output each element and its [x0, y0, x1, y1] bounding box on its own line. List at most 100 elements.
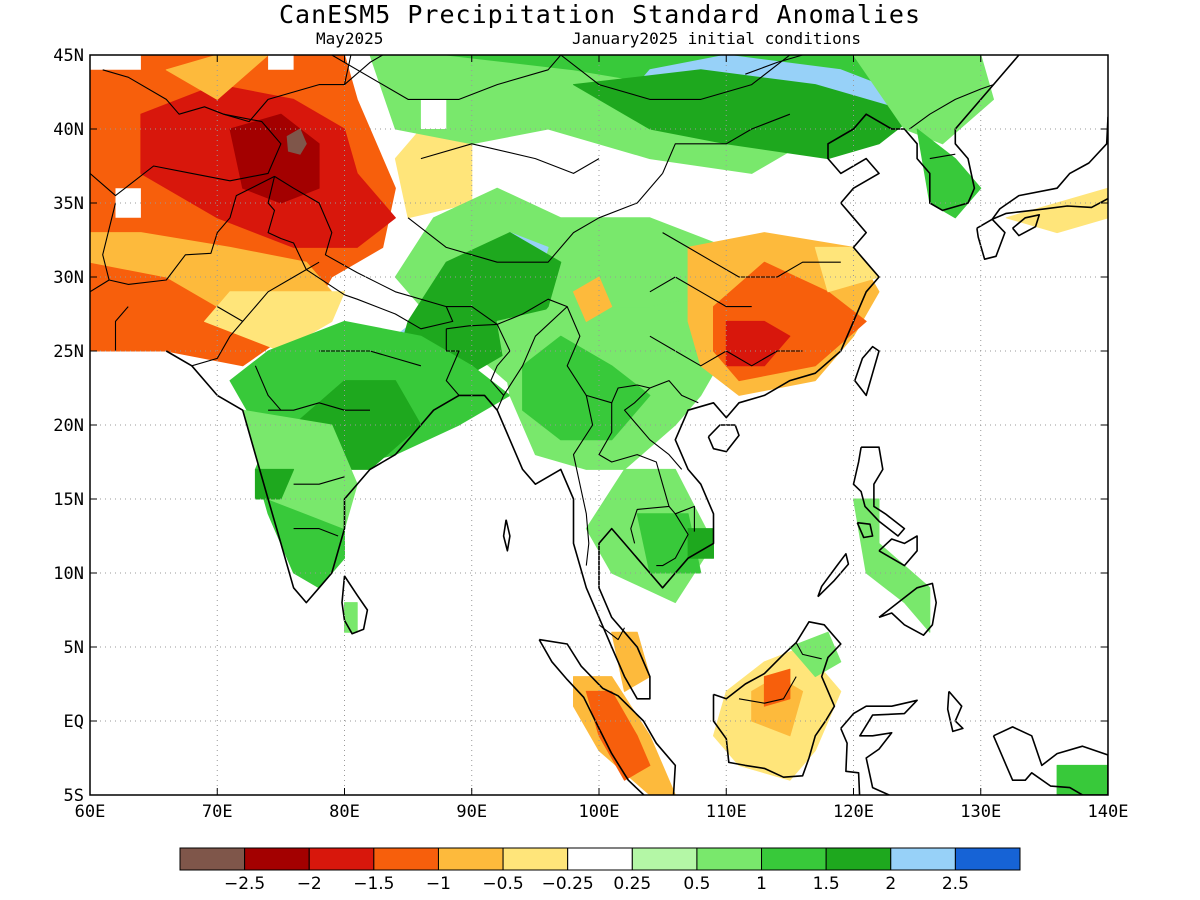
anomaly-region-8 [394, 128, 473, 219]
coastline-0 [165, 55, 1020, 700]
coastline-13 [976, 218, 1006, 261]
lat-label-30N: 30N [53, 268, 84, 288]
coastline-12 [991, 116, 1108, 221]
lat-label-5N: 5N [64, 638, 84, 658]
color-legend: −2.5 −2 −1.5 −1 −0.5 −0.25 0.25 0.5 1 1.5 2 2.5 [179, 847, 1021, 894]
coastline-3 [854, 345, 880, 397]
border-line-12 [572, 395, 594, 566]
legend-swatch-7 [631, 847, 698, 871]
border-line-14 [630, 505, 670, 544]
anomaly-region-43 [1056, 764, 1108, 795]
legend-swatch-5 [502, 847, 569, 871]
legend-swatch-11 [890, 847, 956, 871]
coastline-15 [856, 521, 874, 539]
border-line-27 [662, 113, 791, 174]
legend-swatch-4 [437, 847, 504, 871]
lon-label-130E: 130E [960, 802, 1001, 822]
border-line-21 [745, 55, 803, 75]
legend-swatch-1 [244, 847, 310, 871]
legend-swatch-3 [373, 847, 439, 871]
coastline-4 [538, 638, 677, 795]
border-line-8 [496, 298, 699, 404]
legend-label-1: −2 [297, 874, 322, 894]
anomaly-region-13 [853, 55, 994, 145]
border-line-13 [623, 387, 683, 470]
coastline-16 [992, 726, 1108, 795]
legend-label-11: 2.5 [942, 874, 969, 894]
legend-label-5: −0.25 [542, 874, 594, 894]
no-data-patch-3 [90, 55, 141, 70]
coastline-6 [712, 620, 842, 779]
border-line-35 [293, 476, 345, 485]
legend-label-2: −1.5 [353, 874, 394, 894]
legend-swatch-9 [761, 847, 827, 871]
lat-label-5S: 5S [64, 786, 84, 806]
anomaly-fill-layer [90, 55, 1108, 795]
border-line-30 [649, 276, 752, 308]
no-data-patch-2 [268, 55, 294, 70]
legend-label-0: −2.5 [224, 874, 265, 894]
coastline-7 [840, 699, 918, 795]
anomaly-region-39 [763, 668, 791, 707]
lat-label-40N: 40N [53, 120, 84, 140]
border-line-36 [293, 528, 339, 537]
anomaly-region-12 [573, 69, 918, 160]
legend-swatch-2 [308, 847, 375, 871]
border-line-10 [503, 306, 568, 396]
legend-label-10: 2 [885, 874, 896, 894]
border-line-37 [254, 365, 282, 411]
lat-label-20N: 20N [53, 416, 84, 436]
chart-title: CanESM5 Precipitation Standard Anomalies [278, 0, 922, 29]
border-line-34 [268, 402, 370, 411]
border-line-19 [331, 55, 562, 100]
coastline-2 [707, 424, 740, 453]
coastline-18 [946, 690, 964, 733]
legend-swatch-8 [696, 847, 763, 871]
lon-label-140E: 140E [1088, 802, 1129, 822]
political-borders [90, 55, 994, 704]
legend-label-3: −1 [426, 874, 451, 894]
border-line-3 [114, 306, 129, 351]
no-data-patch-0 [420, 99, 447, 129]
coastline-8 [852, 446, 906, 537]
axes: 60E 70E 80E 90E 100E 110E 120E 130E 140E 5S EQ 5N 10… [53, 46, 1128, 822]
legend-swatch-0 [179, 847, 246, 871]
coastlines [165, 55, 1108, 795]
lon-label-80E: 80E [329, 802, 360, 822]
coastline-14 [1011, 214, 1041, 237]
border-line-22 [344, 55, 383, 86]
lat-label-15N: 15N [53, 490, 84, 510]
coastline-10 [878, 535, 918, 567]
border-line-2 [108, 175, 275, 285]
border-line-17 [738, 676, 797, 704]
border-line-7 [445, 328, 460, 396]
legend-swatch-10 [825, 847, 892, 871]
border-line-26 [420, 143, 600, 174]
coastline-17 [502, 519, 511, 552]
border-line-32 [191, 321, 244, 367]
legend-swatch-12 [954, 847, 1021, 871]
graticule [90, 55, 1108, 795]
coastline-1 [341, 575, 369, 635]
lon-label-60E: 60E [75, 802, 106, 822]
lon-label-110E: 110E [706, 802, 747, 822]
coastline-11 [817, 552, 850, 598]
lon-label-120E: 120E [833, 802, 874, 822]
anomaly-region-33 [687, 528, 714, 559]
lat-label-EQ: EQ [64, 712, 84, 732]
anomaly-region-6 [165, 55, 269, 100]
anomaly-region-42 [1005, 187, 1108, 234]
lon-label-100E: 100E [579, 802, 620, 822]
legend-label-4: −0.5 [482, 874, 523, 894]
anomaly-region-40 [789, 631, 842, 678]
legend-label-9: 1.5 [813, 874, 840, 894]
lon-label-70E: 70E [202, 802, 233, 822]
lat-label-10N: 10N [53, 564, 84, 584]
border-line-18 [598, 624, 625, 641]
border-line-11 [598, 402, 695, 532]
lon-label-90E: 90E [456, 802, 487, 822]
legend-label-6: 0.25 [613, 874, 651, 894]
lat-label-35N: 35N [53, 194, 84, 214]
border-line-31 [217, 261, 320, 322]
border-line-15 [656, 513, 689, 567]
